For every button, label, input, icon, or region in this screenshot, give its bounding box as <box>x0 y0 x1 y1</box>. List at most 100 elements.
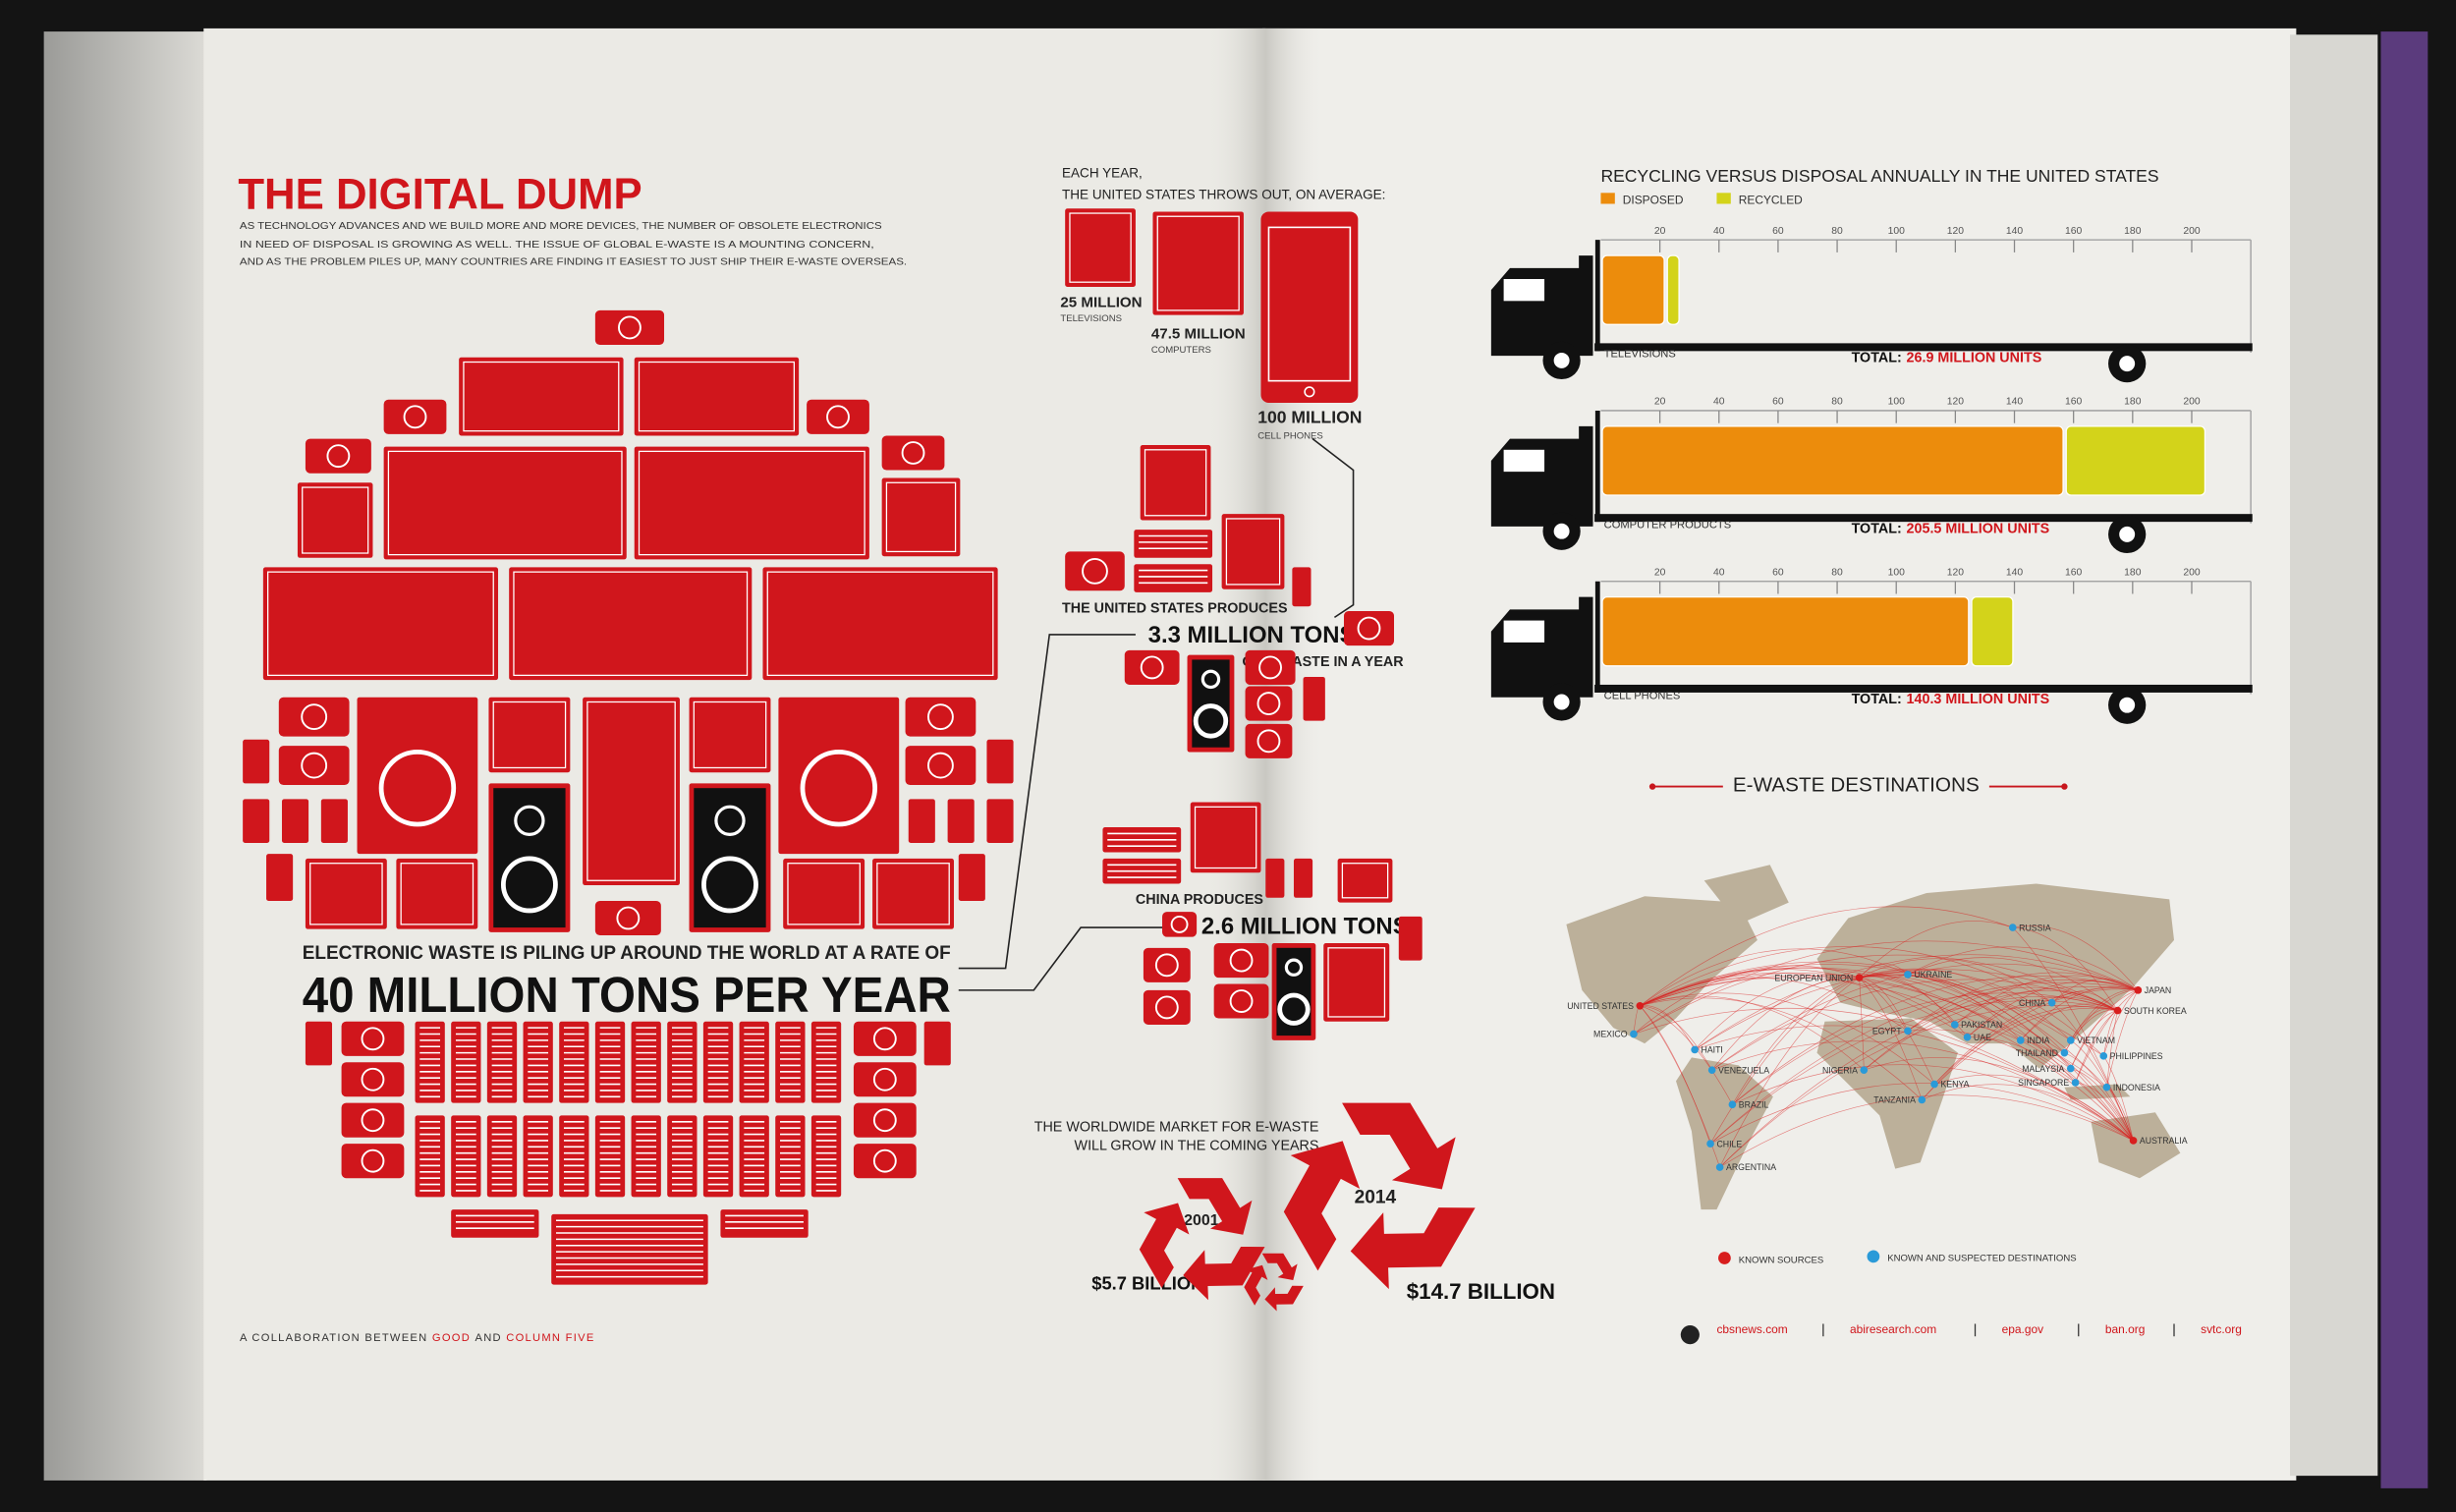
device-lens <box>361 1148 385 1173</box>
shipping-route <box>1640 969 1955 1026</box>
place-label: VENEZUELA <box>1718 1065 1769 1075</box>
place-label: PAKISTAN <box>1961 1020 2002 1030</box>
rule-dot <box>1648 783 1656 790</box>
device-screen <box>387 450 623 556</box>
device <box>634 357 800 436</box>
device-lens <box>901 441 925 465</box>
hub <box>1553 523 1570 539</box>
place-label: THAILAND <box>2016 1048 2058 1058</box>
device-screen <box>267 571 494 677</box>
device <box>341 1144 405 1179</box>
shipping-route <box>1967 1036 2134 1142</box>
device <box>297 482 373 558</box>
place-label: HAITI <box>1702 1045 1723 1055</box>
recycle-arrow <box>1264 1285 1304 1312</box>
shipping-route <box>1732 977 1860 1105</box>
device <box>1124 649 1180 685</box>
tick-label: 180 <box>2124 226 2142 237</box>
shipping-route <box>1859 972 2065 1053</box>
device <box>1152 211 1244 315</box>
shipping-route <box>2070 989 2139 1069</box>
device <box>509 567 753 681</box>
device <box>383 399 447 434</box>
headline: ELECTRONIC WASTE IS PILING UP AROUND THE… <box>303 943 951 964</box>
shipping-route <box>1719 986 2139 1168</box>
device-lens <box>1229 948 1254 973</box>
device <box>631 1115 661 1198</box>
bar-segment <box>1601 596 1970 667</box>
shipping-route <box>2051 991 2118 1011</box>
place-label: BRAZIL <box>1739 1099 1769 1109</box>
device <box>810 1115 842 1198</box>
device <box>807 399 869 434</box>
device <box>1143 947 1191 982</box>
device <box>559 1021 589 1103</box>
shipping-route <box>1711 979 2118 1071</box>
device-screen <box>766 571 994 677</box>
device-lens <box>1256 729 1281 754</box>
bar-segment <box>2065 425 2206 496</box>
source-link: epa.gov <box>2002 1322 2044 1336</box>
device <box>1162 912 1198 937</box>
shipping-route <box>1633 1007 2134 1142</box>
place-label: EUROPEAN UNION <box>1774 973 1853 982</box>
device <box>631 1021 661 1103</box>
place-label: TANZANIA <box>1873 1095 1916 1105</box>
device-button <box>1304 386 1315 398</box>
shipping-route <box>1907 946 2139 991</box>
destination-dot <box>2066 1036 2075 1044</box>
landmass <box>2091 1112 2181 1179</box>
device <box>523 1115 553 1198</box>
tick-label: 200 <box>2183 226 2201 237</box>
shipping-route <box>1640 973 1968 1037</box>
shipping-route <box>1711 1040 2134 1142</box>
legend-dot <box>1718 1252 1731 1264</box>
destination-dot <box>2071 1079 2080 1087</box>
recycle-arrow <box>1244 1264 1268 1306</box>
device <box>775 1021 806 1103</box>
device-screen <box>1267 226 1352 382</box>
legend-label: KNOWN SOURCES <box>1739 1255 1823 1265</box>
device <box>1323 943 1390 1022</box>
place-label: SINGAPORE <box>2018 1078 2069 1088</box>
device-lens <box>326 444 351 469</box>
production-lead: THE UNITED STATES PRODUCES <box>1062 601 1288 617</box>
device <box>583 697 680 886</box>
source-dot <box>1636 1001 1645 1010</box>
source-link: ban.org <box>2105 1322 2146 1336</box>
device <box>905 697 977 737</box>
place-label: INDONESIA <box>2113 1083 2160 1092</box>
device-lens <box>1170 915 1189 933</box>
tick-label: 140 <box>2006 397 2024 408</box>
device-lens <box>618 315 642 340</box>
legend-dot <box>1867 1250 1880 1263</box>
shipping-route <box>1933 1006 2118 1085</box>
shipping-route <box>1640 961 2071 1041</box>
device <box>986 799 1014 843</box>
device-drum <box>800 749 878 827</box>
device <box>415 1021 445 1103</box>
device <box>459 357 624 436</box>
device-screen <box>876 863 950 925</box>
device-screen <box>400 863 474 925</box>
destination-dot <box>1904 1027 1912 1036</box>
device <box>594 309 665 345</box>
total-value: 205.5 MILLION UNITS <box>1907 521 2050 536</box>
device <box>486 1115 518 1198</box>
shipping-route <box>2012 926 2118 1011</box>
device <box>881 477 961 557</box>
place-label: PHILIPPINES <box>2110 1051 2163 1061</box>
market-value: $14.7 BILLION <box>1407 1279 1555 1304</box>
device <box>357 697 478 855</box>
device-lens <box>361 1108 385 1133</box>
shipping-route <box>1907 957 2118 1011</box>
truck-window <box>1503 279 1545 302</box>
shipping-route <box>2075 989 2139 1084</box>
device <box>775 1115 806 1198</box>
device-screen <box>586 700 676 881</box>
device <box>594 900 661 936</box>
shipping-route <box>1695 1025 2134 1142</box>
device <box>1293 858 1313 898</box>
device-lens <box>1140 655 1164 680</box>
device <box>853 1062 917 1097</box>
